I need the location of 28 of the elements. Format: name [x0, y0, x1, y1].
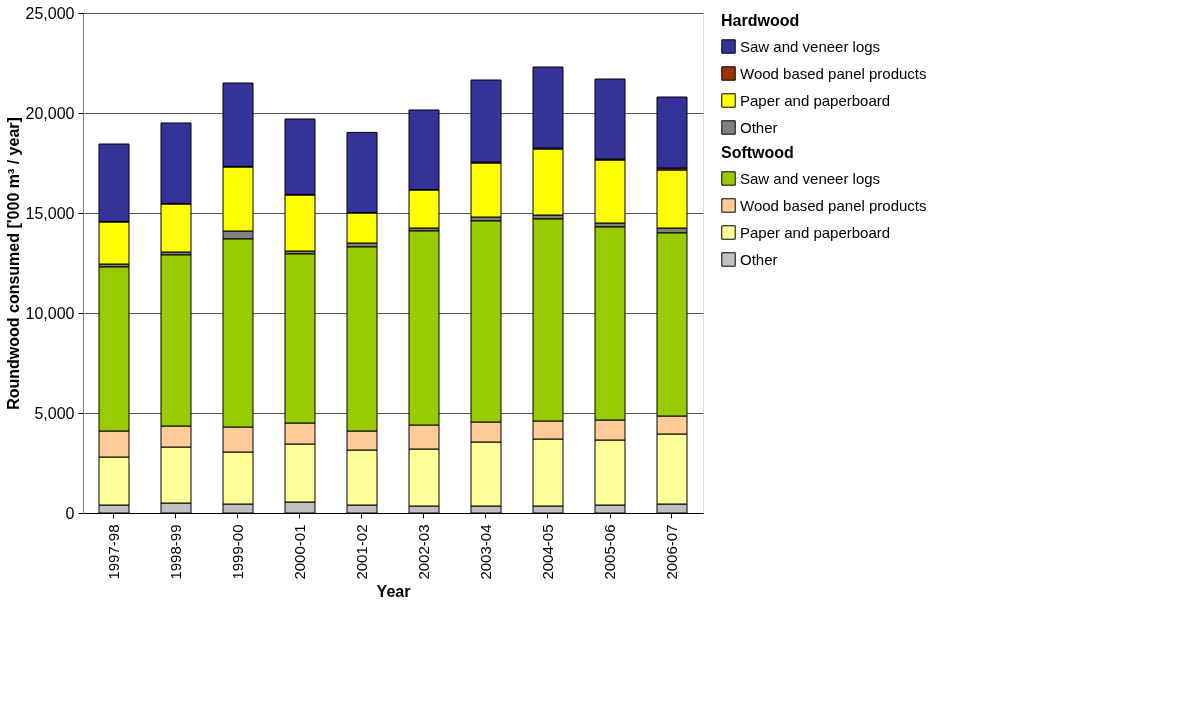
legend-label: Saw and veneer logs	[740, 169, 881, 187]
legend-label: Other	[740, 118, 778, 136]
x-tick-label: 2004-05	[539, 524, 556, 580]
x-tick-label: 2006-07	[663, 524, 680, 580]
y-tick-label: 0	[65, 504, 75, 522]
legend-label: Wood based panel products	[740, 196, 927, 214]
x-tick-label: 2000-01	[291, 524, 308, 580]
x-tick-label: 2002-03	[415, 524, 432, 580]
x-tick-label: 1997-98	[105, 524, 122, 580]
text: Hardwood	[721, 12, 800, 29]
text: Softwood	[721, 144, 794, 161]
legend-label: Paper and paperboard	[740, 91, 891, 109]
x-tick-label: 2005-06	[601, 524, 618, 580]
y-axis-title: Roundwood consumed ['000 m³ / year]	[4, 117, 22, 410]
legend-label: Saw and veneer logs	[740, 37, 881, 55]
y-tick-label: 20,000	[25, 104, 75, 122]
y-tick-label: 10,000	[25, 304, 75, 322]
y-tick-label: 25,000	[25, 4, 75, 22]
x-tick-label: 1998-99	[167, 524, 184, 580]
x-tick-label: 2003-04	[477, 524, 494, 580]
y-tick-label: 15,000	[25, 204, 75, 222]
legend-label: Other	[740, 250, 778, 268]
x-tick-label: 1999-00	[229, 524, 246, 580]
legend-label: Paper and paperboard	[740, 223, 891, 241]
x-tick-label: 2001-02	[353, 524, 370, 580]
legend-label: Wood based panel products	[740, 64, 927, 82]
y-tick-label: 5,000	[34, 404, 75, 422]
x-axis-title: Year	[376, 582, 411, 600]
